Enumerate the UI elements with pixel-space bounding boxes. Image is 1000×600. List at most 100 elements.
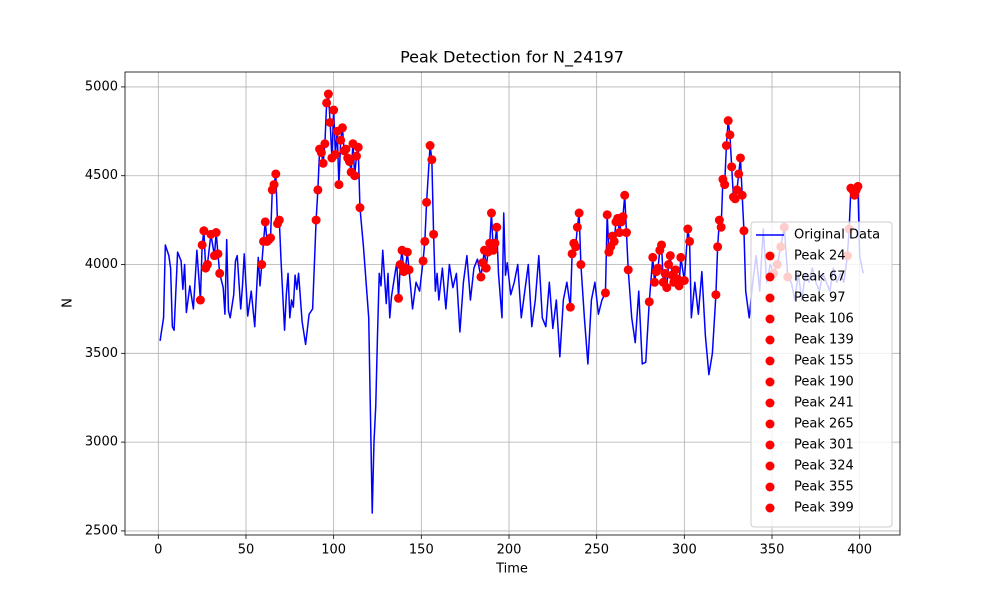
- peak-marker: [609, 236, 619, 246]
- peak-marker: [660, 268, 670, 278]
- peak-marker: [665, 251, 675, 261]
- peak-marker: [257, 260, 267, 270]
- peak-marker: [420, 236, 430, 246]
- peak-marker: [318, 158, 328, 168]
- legend-swatch: [765, 272, 775, 282]
- peak-marker: [683, 224, 693, 234]
- x-tick-label: 0: [154, 543, 162, 558]
- peak-marker: [671, 265, 681, 275]
- peak-marker: [197, 240, 207, 250]
- peak-marker: [351, 151, 361, 161]
- peak-marker: [739, 226, 749, 236]
- peak-marker: [621, 228, 631, 238]
- peak-marker: [215, 268, 225, 278]
- peak-marker: [714, 215, 724, 225]
- peak-marker: [574, 208, 584, 218]
- peak-marker: [648, 252, 658, 262]
- peak-marker: [602, 210, 612, 220]
- legend-box: [750, 221, 893, 528]
- peak-marker: [576, 260, 586, 270]
- peak-marker: [337, 123, 347, 133]
- peak-marker: [320, 139, 330, 149]
- x-tick-label: 400: [847, 543, 872, 558]
- legend-label: Peak 106: [794, 312, 854, 327]
- peak-marker: [316, 148, 326, 158]
- peak-marker: [211, 228, 221, 238]
- peak-marker: [567, 249, 577, 259]
- peak-marker: [336, 135, 346, 145]
- peak-marker: [481, 263, 491, 273]
- peak-marker: [620, 190, 630, 200]
- peak-marker: [313, 185, 323, 195]
- peak-marker: [425, 141, 435, 151]
- legend-label: Peak 67: [794, 270, 846, 285]
- legend-label: Peak 97: [794, 291, 846, 306]
- peak-marker: [330, 149, 340, 159]
- peak-marker: [662, 283, 672, 293]
- peak-marker: [565, 302, 575, 312]
- x-tick-label: 200: [497, 543, 522, 558]
- y-tick-label: 4500: [85, 168, 118, 183]
- peak-marker: [213, 249, 223, 259]
- peak-marker: [853, 181, 863, 191]
- peak-marker: [260, 217, 270, 227]
- peak-marker: [650, 277, 660, 287]
- peak-marker: [737, 190, 747, 200]
- peak-marker: [404, 265, 414, 275]
- peak-marker: [490, 238, 500, 248]
- plot-frame: [124, 71, 901, 536]
- peak-marker: [353, 142, 363, 152]
- legend-swatch: [765, 377, 775, 387]
- peak-marker: [730, 194, 740, 204]
- peak-marker: [271, 169, 281, 179]
- peak-marker: [266, 233, 276, 243]
- peak-marker: [394, 293, 404, 303]
- y-axis-label: N: [61, 298, 76, 308]
- peak-marker: [676, 252, 686, 262]
- y-tick-label: 4000: [85, 257, 118, 272]
- peak-marker: [429, 229, 439, 239]
- peak-marker: [202, 260, 212, 270]
- peak-marker: [492, 222, 502, 232]
- peak-marker: [572, 222, 582, 232]
- legend-label: Peak 399: [794, 501, 854, 516]
- peak-marker: [199, 226, 209, 236]
- legend-swatch: [765, 335, 775, 345]
- legend-swatch: [765, 419, 775, 429]
- peak-marker: [269, 180, 279, 190]
- peak-marker: [618, 212, 628, 222]
- peak-marker: [727, 162, 737, 172]
- peak-marker: [488, 245, 498, 255]
- x-tick-label: 50: [238, 543, 255, 558]
- peak-marker: [322, 98, 332, 108]
- x-tick-label: 150: [409, 543, 434, 558]
- peak-marker: [427, 155, 437, 165]
- legend-label: Peak 241: [794, 396, 854, 411]
- chart-title: Peak Detection for N_24197: [400, 48, 624, 68]
- y-tick-label: 3000: [85, 435, 118, 450]
- peak-marker: [721, 141, 731, 151]
- legend-swatch: [765, 356, 775, 366]
- peak-marker: [679, 276, 689, 286]
- legend-label: Peak 265: [794, 417, 854, 432]
- legend-swatch: [765, 482, 775, 492]
- peak-marker: [341, 144, 351, 154]
- peak-marker: [274, 215, 284, 225]
- peak-marker: [725, 130, 735, 140]
- peak-marker: [644, 297, 654, 307]
- peak-marker: [422, 197, 432, 207]
- peak-marker: [571, 242, 581, 252]
- peak-marker: [344, 157, 354, 167]
- x-tick-label: 300: [672, 543, 697, 558]
- x-tick-label: 350: [760, 543, 785, 558]
- peak-marker: [311, 215, 321, 225]
- legend-swatch: [765, 461, 775, 471]
- peak-marker: [713, 242, 723, 252]
- peak-marker: [350, 171, 360, 181]
- peak-marker: [623, 265, 633, 275]
- legend: Original Data Peak 24 Peak 67 Peak 97 Peak 1…: [750, 221, 893, 528]
- peak-marker: [195, 295, 205, 305]
- legend-label: Original Data: [794, 228, 880, 243]
- legend-label: Peak 155: [794, 354, 854, 369]
